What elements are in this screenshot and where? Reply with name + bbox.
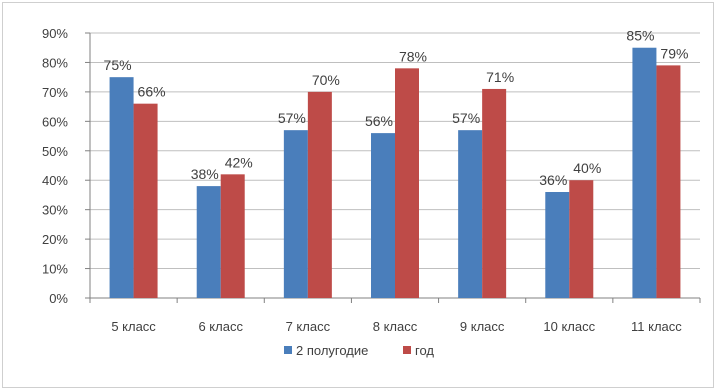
y-tick-label: 0% <box>49 291 68 306</box>
axes: 0% 10% 20% 30% 40% 50% 60% 70% 80% 90% 5 класс 6 кл… <box>42 26 701 334</box>
legend: 2 полугодие год <box>284 343 434 358</box>
bar-series1 <box>109 77 134 299</box>
bar-series2 <box>307 91 332 298</box>
bar-series1 <box>196 186 221 298</box>
y-tick-label: 90% <box>42 26 68 41</box>
bar-series1 <box>545 192 570 298</box>
data-label: 36% <box>539 172 567 188</box>
data-label: 71% <box>486 69 514 85</box>
legend-swatch <box>284 346 292 354</box>
data-label: 66% <box>138 84 166 100</box>
data-label: 56% <box>365 113 393 129</box>
bars <box>109 47 681 299</box>
data-label: 42% <box>225 154 253 170</box>
data-label: 79% <box>660 45 688 61</box>
data-label: 75% <box>104 57 132 73</box>
x-category-label: 5 класс <box>111 319 156 334</box>
data-label: 38% <box>191 166 219 182</box>
bar-series1 <box>371 133 395 298</box>
x-category-label: 10 класс <box>543 319 595 334</box>
bar-series1 <box>458 130 483 298</box>
y-tick-label: 20% <box>42 232 68 247</box>
data-label: 85% <box>626 28 654 44</box>
data-label: 57% <box>452 110 480 126</box>
y-tick-label: 60% <box>42 114 68 129</box>
legend-swatch <box>403 346 411 354</box>
bar-series2 <box>395 68 419 298</box>
bar-series2 <box>656 65 681 298</box>
data-label: 57% <box>278 110 306 126</box>
y-tick-label: 40% <box>42 173 68 188</box>
y-tick-label: 50% <box>42 144 68 159</box>
bar-series1 <box>283 130 308 298</box>
bar-series2 <box>220 174 245 298</box>
y-tick-label: 10% <box>42 262 68 277</box>
legend-label: 2 полугодие <box>296 343 368 358</box>
bar-series2 <box>482 88 507 298</box>
bar-series2 <box>133 103 158 299</box>
x-category-label: 11 класс <box>631 319 682 334</box>
data-label: 40% <box>573 160 601 176</box>
y-tick-label: 70% <box>42 85 68 100</box>
bar-series2 <box>569 180 594 298</box>
x-category-label: 9 класс <box>460 319 505 334</box>
legend-label: год <box>415 343 434 358</box>
data-label: 70% <box>312 72 340 88</box>
data-labels: 75% 66% 38% 42% 57% 70% 56% 78% 57% 71% 36% 40% 85% 7… <box>104 28 689 188</box>
x-category-label: 8 класс <box>373 319 418 334</box>
x-category-label: 7 класс <box>286 319 331 334</box>
bar-series1 <box>632 47 657 298</box>
y-tick-label: 80% <box>42 55 68 70</box>
x-category-label: 6 класс <box>198 319 243 334</box>
y-tick-label: 30% <box>42 203 68 218</box>
data-label: 78% <box>399 48 427 64</box>
